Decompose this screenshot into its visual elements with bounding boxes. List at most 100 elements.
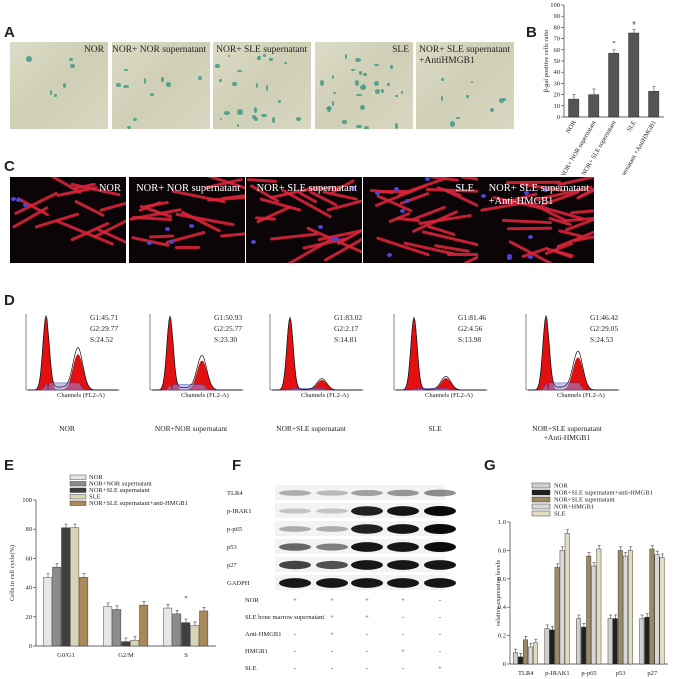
cytometry-stat: S:13.98 (458, 335, 482, 344)
bar (649, 548, 655, 665)
fluorescence-image-label-line: NOR+ SLE supernatant (488, 183, 589, 194)
panel-d-label: D (4, 292, 15, 309)
protein-band (387, 542, 419, 552)
nucleus (527, 235, 533, 239)
protein-band (351, 489, 383, 497)
legend-label: NOR+NOR supernatant (89, 481, 152, 488)
histogram-outline (272, 316, 362, 391)
cytometry-caption: NOR (2, 424, 132, 433)
y-tick-label: 50 (554, 58, 561, 65)
stained-cell (380, 88, 384, 94)
protein-band (279, 490, 311, 496)
bar (659, 557, 665, 665)
fluorescence-image-label: NOR+ SLE supernatant +Anti-HMGB1 (489, 182, 589, 208)
micrograph-a-label-line: +AntiHMGB1 (419, 56, 475, 66)
y-tick-label: 30 (554, 80, 561, 87)
bar (586, 555, 592, 665)
micrograph-a-label: SLE (392, 45, 409, 56)
treatment-sign: - (402, 631, 404, 638)
stained-cell (54, 94, 57, 98)
legend-swatch (69, 474, 87, 480)
panel-a-label: A (4, 24, 15, 41)
micrograph-a-label-line: NOR (83, 45, 104, 55)
stained-cell (261, 114, 267, 117)
bar (121, 641, 131, 647)
protein-band (279, 578, 311, 588)
cytometry-stats: G1:83.02 G2:2.17 S:14.81 (334, 312, 362, 345)
x-tick-label: p53 (616, 670, 626, 677)
protein-band (279, 508, 311, 514)
bar (617, 550, 623, 665)
micrograph-a: NOR+ SLE supernatant (213, 42, 311, 129)
stained-cell (262, 53, 267, 58)
stained-cell (356, 93, 362, 96)
bar (112, 609, 122, 647)
fluorescence-image-label-line: NOR+ NOR supernatant (136, 183, 240, 194)
cytometry-caption: NOR+SLE supernatant +Anti-HMGB1 (502, 424, 632, 442)
y-tick-label: 10 (554, 103, 561, 110)
y-tick-label: 100 (22, 497, 32, 504)
micrograph-a-label-line: NOR+ SLE supernatant (419, 45, 510, 55)
micrograph-a: NOR+ NOR supernatant (112, 42, 210, 129)
cytometry-histogram: Channels (FL2-A) (25, 314, 120, 399)
treatment-sign: - (294, 631, 296, 638)
stained-cell (161, 76, 164, 82)
cytometry-stats: G1:50.93 G2:25.77 S:23.30 (214, 312, 242, 345)
actin-fiber (98, 200, 126, 212)
stained-cell (149, 93, 155, 97)
micrograph-a-label-line: SLE (392, 45, 409, 55)
micrograph-a: NOR (10, 42, 108, 129)
stained-cell (364, 126, 369, 129)
stained-cell (351, 68, 355, 71)
bar (79, 577, 89, 647)
stained-cell (218, 78, 222, 82)
y-tick-label: 0.4 (498, 604, 507, 611)
bar (181, 622, 191, 647)
cytometry-stat: S:24.53 (590, 335, 614, 344)
cytometry-panel: Channels (FL2-A) G1:45.71 G2:29.77 S:24.52 N… (12, 312, 137, 452)
fluorescence-image-label: SLE (455, 182, 474, 195)
x-tick-label: S (184, 652, 188, 659)
stained-cell (252, 114, 257, 119)
nucleus (506, 253, 512, 258)
treatment-sign: - (294, 665, 296, 672)
actin-fiber (570, 206, 594, 215)
stained-cell (49, 89, 53, 96)
fluorescence-image: NOR+ SLE supernatant (246, 177, 362, 263)
stained-cell (401, 90, 404, 95)
y-tick-label: 0 (557, 114, 560, 121)
stained-cell (257, 55, 261, 60)
legend-label: SLE (554, 511, 566, 518)
x-tick-label: TLR4 (518, 670, 534, 677)
bar (581, 626, 587, 665)
treatment-label: SLE (245, 665, 257, 672)
protein-band (316, 508, 348, 514)
protein-band (424, 578, 456, 588)
treatment-sign: - (331, 665, 333, 672)
protein-band (351, 542, 383, 552)
cytometry-stat: G2:25.77 (214, 324, 243, 333)
bar (70, 527, 80, 647)
nucleus (331, 237, 337, 242)
panel-f-label: F (232, 457, 242, 474)
stained-cell (253, 107, 257, 114)
cytometry-stat: G1:81.46 (458, 313, 487, 322)
cytometry-caption-line: +Anti-HMGB1 (543, 433, 591, 442)
cytometry-caption: SLE (370, 424, 500, 433)
band-label: TLR4 (227, 490, 243, 497)
y-tick-label: 90 (554, 13, 561, 20)
bar (549, 629, 555, 665)
protein-band (387, 578, 419, 588)
protein-band (351, 506, 383, 516)
fluorescence-image-label-line: SLE (455, 183, 474, 194)
stained-cell (166, 82, 172, 87)
panel-e-label: E (4, 457, 15, 474)
legend-label: NOR (89, 474, 103, 481)
bar (139, 604, 149, 647)
protein-band (279, 560, 311, 570)
cytometry-caption-line: NOR (59, 424, 75, 433)
nucleus (350, 186, 356, 191)
treatment-sign: - (402, 665, 404, 672)
band-label: p53 (227, 544, 237, 551)
cytometry-stat: G1:83.02 (334, 313, 363, 322)
